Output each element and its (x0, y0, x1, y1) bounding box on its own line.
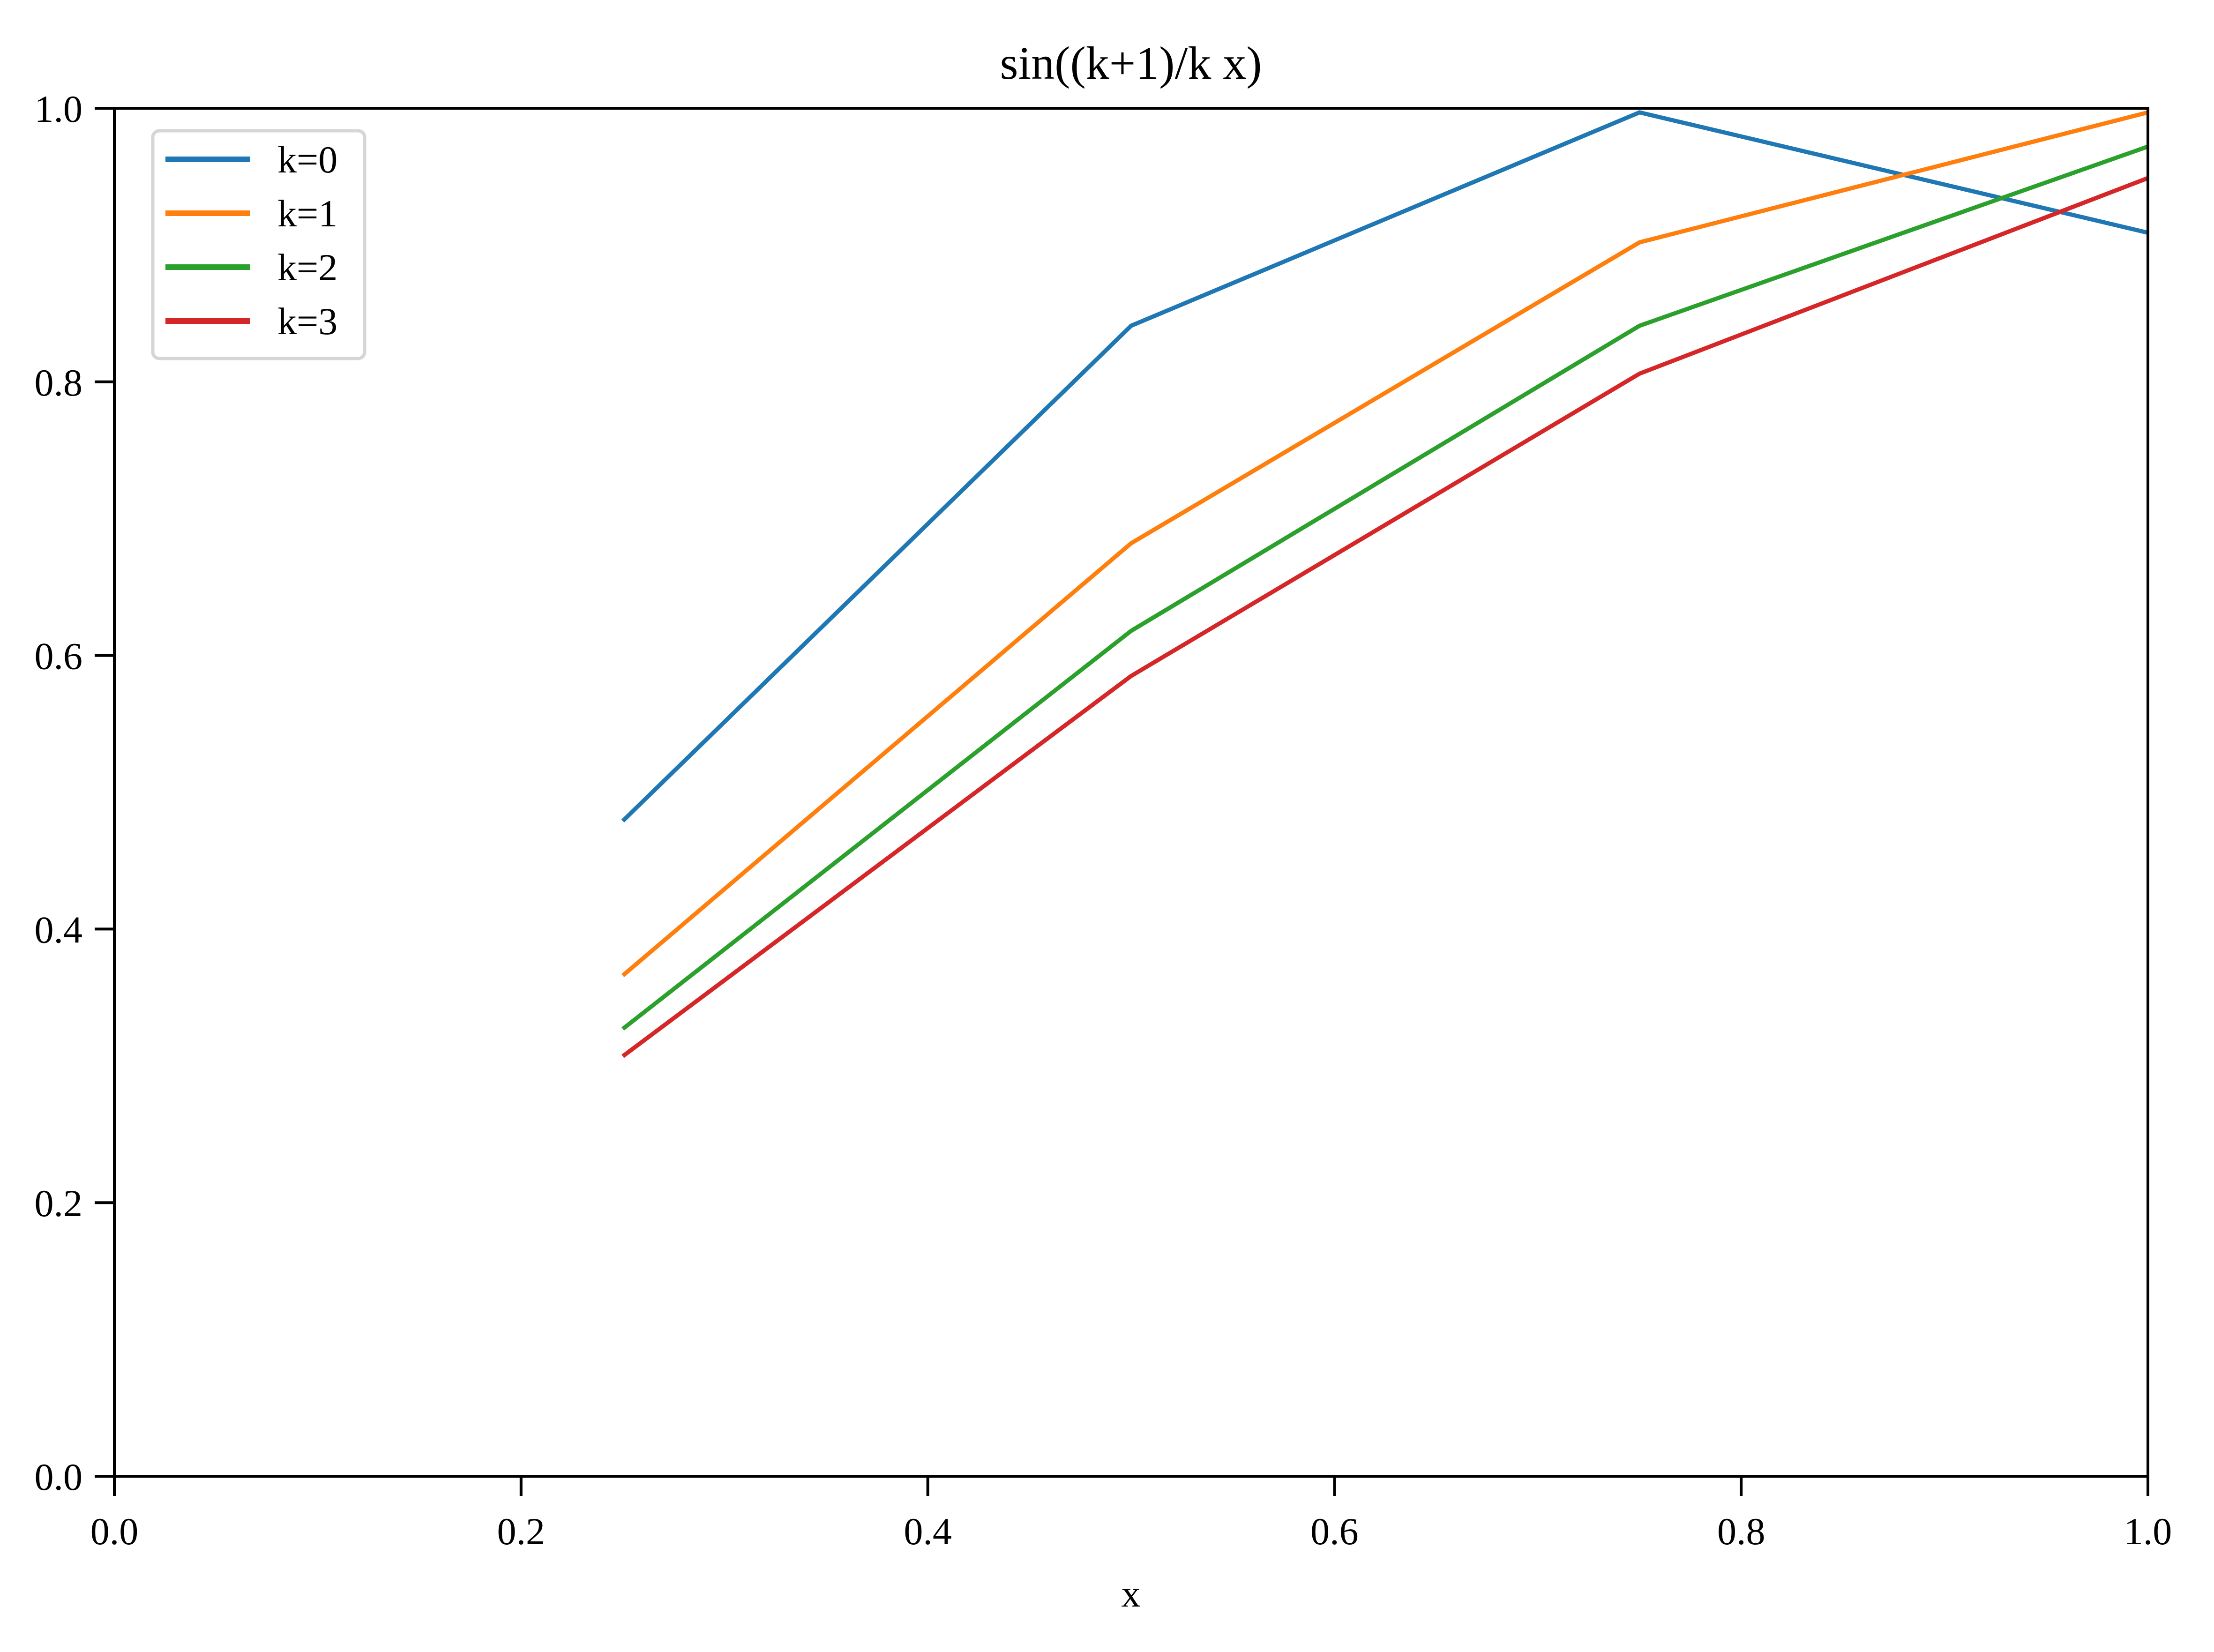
legend-label: k=0 (277, 138, 337, 181)
y-tick-label: 0.0 (35, 1456, 83, 1498)
x-tick-label: 0.4 (904, 1510, 952, 1553)
y-tick-label: 0.4 (35, 908, 83, 951)
y-tick-label: 1.0 (35, 88, 83, 130)
x-tick-label: 0.2 (497, 1510, 546, 1553)
legend-items: k=0 k=1 k=2 k=3 (165, 138, 337, 343)
legend-label: k=2 (277, 246, 337, 289)
x-axis-label: x (1122, 1572, 1141, 1615)
series-layer (621, 110, 2149, 1058)
series-line-k-2 (621, 144, 2149, 1031)
legend: k=0 k=1 k=2 k=3 (151, 129, 367, 360)
legend-item: k=1 (165, 192, 337, 235)
legend-item: k=0 (165, 138, 337, 181)
legend-item: k=3 (165, 300, 337, 343)
chart-title: sin((k+1)/k x) (1000, 37, 1262, 89)
legend-frame (151, 129, 367, 360)
y-tick-label: 0.6 (35, 635, 83, 678)
legend-label: k=3 (277, 300, 337, 343)
x-tick-label: 0.0 (90, 1510, 139, 1553)
y-tick-label: 0.2 (35, 1182, 83, 1225)
x-axis-ticks: 0.0 0.2 0.4 0.6 0.8 1.0 (90, 1476, 2172, 1553)
series-line-k-0 (621, 110, 2149, 823)
y-axis-ticks: 0.0 0.2 0.4 0.6 0.8 1.0 (35, 88, 114, 1498)
plot-area (113, 107, 2149, 1478)
x-tick-label: 0.6 (1310, 1510, 1359, 1553)
legend-label: k=1 (277, 192, 337, 235)
series-line-k-3 (621, 176, 2149, 1058)
series-line-k-1 (621, 110, 2149, 978)
axes-frame (113, 107, 2149, 1478)
x-tick-label: 1.0 (2124, 1510, 2172, 1553)
y-tick-label: 0.8 (35, 361, 83, 404)
x-tick-label: 0.8 (1717, 1510, 1765, 1553)
legend-item: k=2 (165, 246, 337, 289)
